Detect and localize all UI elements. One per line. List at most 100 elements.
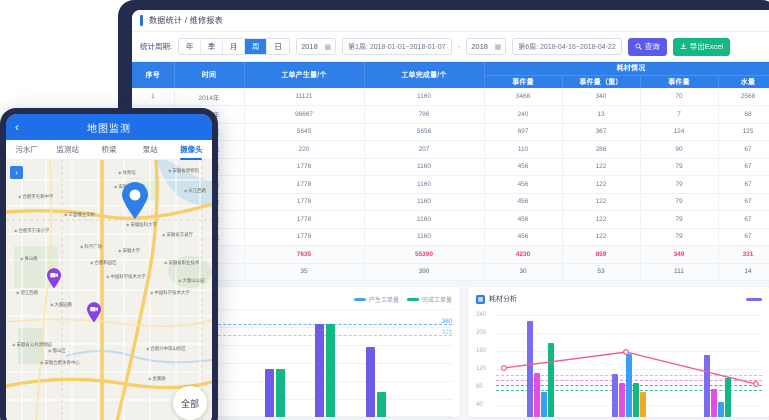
search-button[interactable]: 查询 [627,37,667,56]
table-row[interactable]: 42017年2202071102889067 [132,140,769,159]
bar-consumable-c[interactable] [718,402,725,417]
tab-monitor-station[interactable]: 监测站 [56,145,80,154]
map-label: 中国科学技术大学 [150,290,190,296]
cell-c3: 124 [640,123,719,141]
col-generated[interactable]: 工单产生量/个 [244,62,365,88]
table-row[interactable]: 52018年177811604561227967 [132,158,769,176]
legend-label-generated: 产生工单量 [368,297,399,304]
period-option-day[interactable]: 日 [274,42,282,51]
cell-c1: 240 [484,105,563,124]
y-tick-160: 160 [476,348,487,354]
table-row[interactable]: 22015年9666778624013768 [132,105,769,124]
tab-camera[interactable]: 摄像头 [171,144,212,155]
cell-c1: 456 [484,228,563,246]
col-sub-2[interactable]: 事件量（重） [562,75,641,88]
consumable-chart-legend [746,297,762,301]
map-label: 蜀山区 [48,348,66,354]
table-row[interactable]: 92018年177811604561227967 [132,228,769,246]
bar-consumable-e[interactable] [640,392,646,417]
col-sub-1[interactable]: 事件量 [484,75,563,88]
year-end-value: 2018 [471,42,488,51]
period-option-week[interactable]: 周 [245,39,268,54]
total-c1: 4230 [484,245,563,264]
legend-item-completed[interactable]: 完成工单量 [406,295,452,304]
cell-generated: 1778 [244,210,365,229]
col-time[interactable]: 时间 [174,62,245,88]
table-total-row: 合计 7635 55390 4230 859 349 331 [132,245,769,264]
cell-generated: 1778 [244,175,365,194]
consumable-chart-title: 耗材分析 [489,296,517,303]
cell-c2: 122 [562,158,641,176]
table-row[interactable]: 72018年177811604561227967 [132,193,769,211]
bar-consumable-a[interactable] [526,321,533,417]
week-start-select[interactable]: 第1周: 2018-01-01~2018-01-07 [342,38,452,55]
bar-generated[interactable] [264,369,274,417]
period-option-quarter[interactable]: 季 [201,39,224,54]
bar-consumable-c[interactable] [540,392,547,417]
map-label: 中国科学技术大学 [106,274,146,280]
back-icon[interactable]: ‹ [15,120,19,134]
bar-generated[interactable] [315,324,325,417]
col-completed[interactable]: 工单完成量/个 [364,62,485,88]
camera-pin-icon[interactable] [46,268,62,289]
table-row[interactable]: 82018年177811604561227967 [132,210,769,229]
export-excel-button[interactable]: 导出Excel [672,37,731,56]
cell-generated: 1778 [244,193,365,211]
year-start-select[interactable]: 2018 ▦ [296,38,337,55]
tab-sewage-plant[interactable]: 污水厂 [15,145,38,154]
period-option-year[interactable]: 年 [179,39,202,54]
table-average-row: 平均值 35 390 30 53 111 14 [132,263,769,281]
bar-consumable-a[interactable] [612,374,618,417]
col-group-consumables: 耗材情况 [484,62,769,76]
cell-c3: 79 [640,175,719,194]
consumable-plot-area: 240 200 160 120 80 40 [476,309,762,417]
consumable-chart-card: ▦ 耗材分析 240 200 160 120 80 40 [468,287,769,417]
bar-consumable-a[interactable] [704,355,711,417]
total-c4: 331 [718,245,769,264]
legend-swatch-generated [353,297,366,301]
week-end-select[interactable]: 第6周: 2018-04-16~2018-04-22 [512,38,622,55]
cell-generated: 1778 [244,228,365,246]
cell-c4: 2568 [718,88,769,106]
map-label: 安徽省公共博物园 [12,342,52,348]
table-row[interactable]: 62018年177811604561227967 [132,175,769,194]
tab-pump-station[interactable]: 泵站 [142,145,158,154]
col-sub-4[interactable]: 水量 [718,75,769,88]
camera-pin-icon[interactable] [86,302,102,323]
bar-generated[interactable] [366,347,376,417]
period-segmented-control[interactable]: 年 季 月 周 日 [178,38,291,55]
map-expand-button[interactable]: › [10,166,23,179]
year-end-select[interactable]: 2018 ▦ [466,38,507,55]
bar-consumable-d[interactable] [633,383,639,417]
workorder-chart-legend: 产生工单量 完成工单量 [353,295,452,304]
bar-group [249,309,300,417]
cell-generated: 220 [244,140,365,159]
bar-consumable-c[interactable] [626,354,632,417]
map-label: 科学广场 [80,244,103,250]
bar-completed[interactable] [326,324,336,417]
legend-item-generated[interactable]: 产生工单量 [353,295,399,304]
map-view[interactable]: 合肥市屯和中学 体育馆 安徽农业大学 安徽省博物馆 三里幢立交桥 合肥市宁溪小学… [6,160,212,420]
bar-group [585,309,674,417]
consumable-plot-inner [496,309,762,417]
bar-consumable-b[interactable] [711,389,718,417]
breadcrumb: 数据统计 / 维修报表 [149,16,223,25]
table-row[interactable]: 1 2014年 11121 1160 3468 340 70 2568 [132,88,769,106]
location-marker-icon[interactable] [120,182,150,220]
bar-completed[interactable] [275,369,285,417]
bar-consumable-b[interactable] [619,383,625,417]
tab-bridge[interactable]: 桥梁 [101,145,117,154]
mobile-tab-bar: 污水厂 监测站 桥梁 泵站 摄像头 [6,140,212,160]
cell-completed: 786 [364,105,485,124]
legend-label-completed: 完成工单量 [421,297,452,304]
col-index[interactable]: 序号 [132,62,175,88]
bar-consumable-b[interactable] [533,373,540,417]
filter-toolbar: 统计周期: 年 季 月 周 日 2018 ▦ 第1周: 2018-01-01~2… [132,32,769,62]
bar-completed[interactable] [377,392,387,417]
col-sub-3[interactable]: 事件量 [640,75,719,88]
bar-consumable-d[interactable] [547,343,554,417]
map-all-filter-button[interactable]: 全部 [173,386,207,420]
bar-consumable-d[interactable] [725,378,732,417]
period-option-month[interactable]: 月 [223,39,246,54]
table-row[interactable]: 32016年56455656697367124125 [132,123,769,141]
